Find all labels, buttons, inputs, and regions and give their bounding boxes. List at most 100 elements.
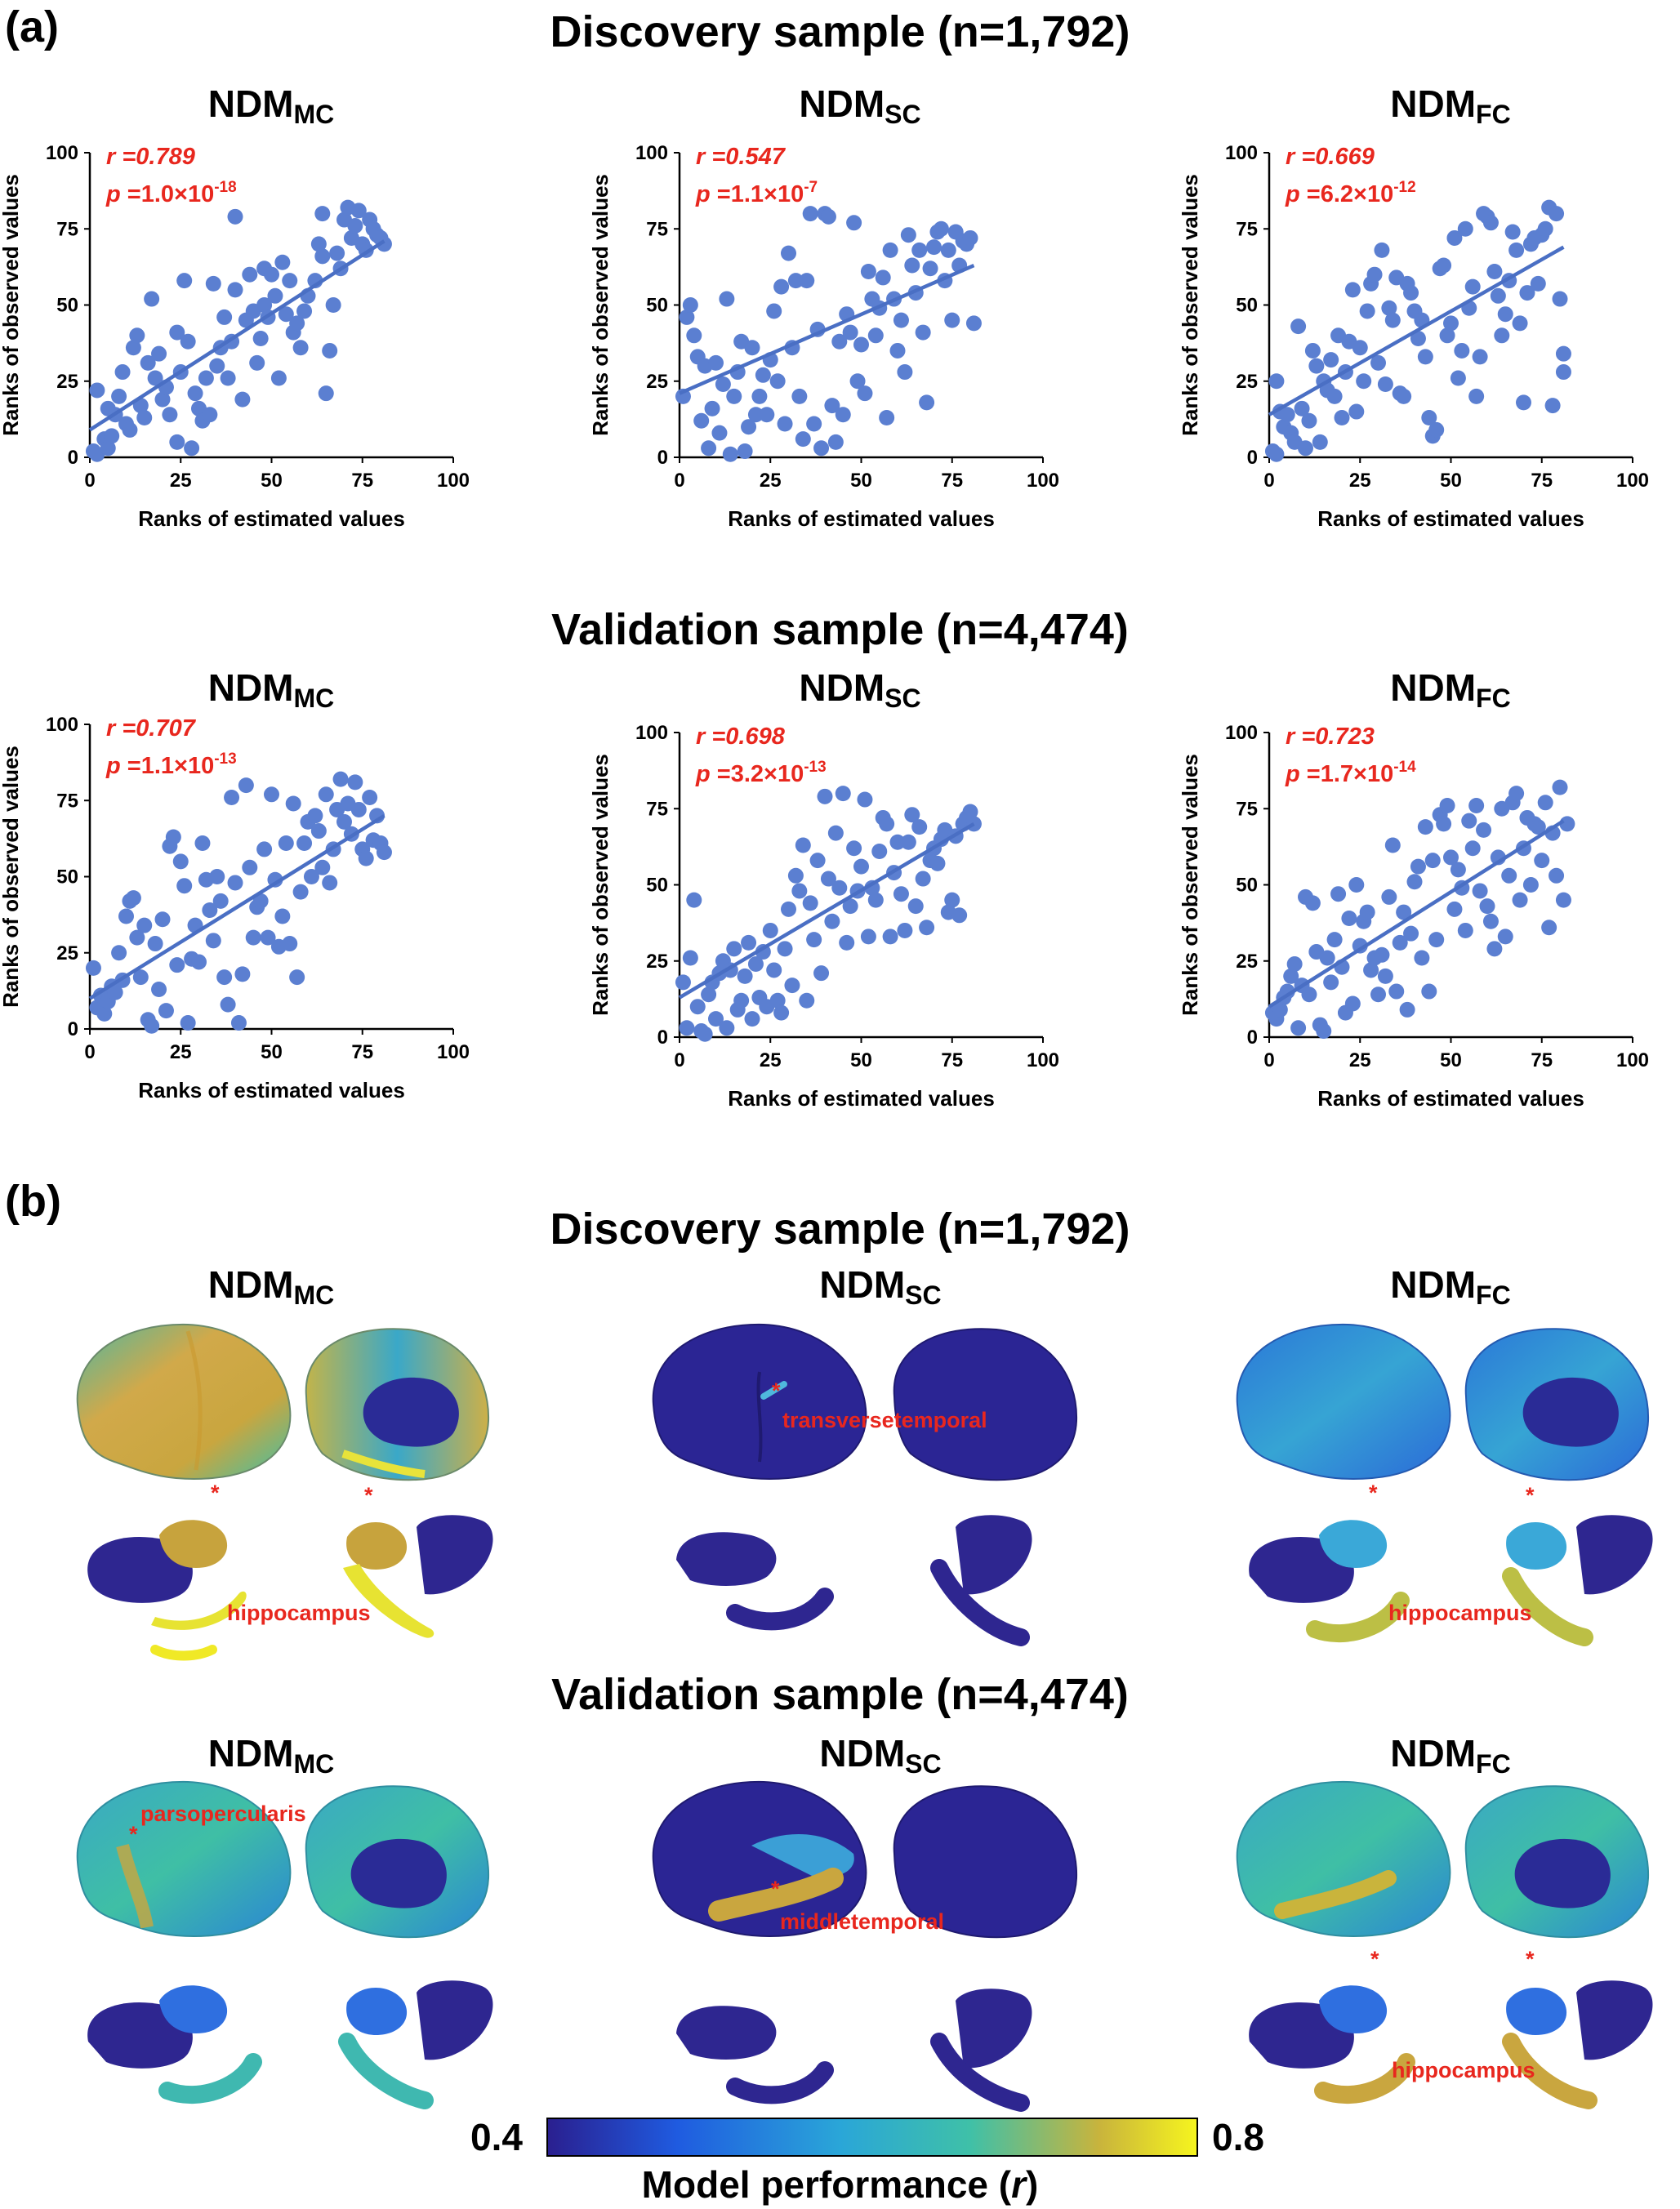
annotation-discovery-fc: hippocampus bbox=[1388, 1601, 1532, 1625]
y-axis-label: Ranks of observed values bbox=[1179, 174, 1202, 436]
r-value-label: r =0.669 bbox=[1286, 144, 1375, 170]
scatter-point bbox=[715, 376, 731, 392]
scatter-point bbox=[172, 853, 189, 870]
scatter-point bbox=[1457, 922, 1473, 938]
scatter-point bbox=[701, 986, 717, 1003]
scatter-point bbox=[180, 1015, 196, 1031]
scatter-point bbox=[234, 966, 251, 982]
p-value-label: p =6.2×10-12 bbox=[1285, 179, 1416, 207]
scatter-point bbox=[846, 215, 862, 231]
scatter-point bbox=[719, 291, 735, 307]
scatter-point bbox=[755, 367, 771, 383]
scatter-point bbox=[136, 410, 153, 426]
scatter-point bbox=[1464, 278, 1481, 295]
brain-title-discovery-mc: NDMMC bbox=[207, 1263, 335, 1310]
scatter-point bbox=[806, 416, 822, 432]
scatter-point bbox=[1501, 867, 1517, 884]
y-axis-label: Ranks of observed values bbox=[590, 754, 613, 1016]
brain-validation-mc bbox=[76, 1780, 493, 2109]
scatter-point bbox=[802, 206, 818, 222]
brain-discovery-mc bbox=[76, 1323, 493, 1661]
scatter-point bbox=[1461, 813, 1477, 829]
scatter-point bbox=[1530, 819, 1546, 835]
scatter-point bbox=[1377, 376, 1393, 392]
marker-validation-sc: * bbox=[771, 1877, 780, 1901]
y-tick-label: 0 bbox=[657, 447, 668, 469]
scatter-point bbox=[289, 969, 305, 986]
marker-validation-fc-left: * bbox=[1370, 1947, 1379, 1971]
scatter-point bbox=[820, 208, 836, 225]
scatter-point bbox=[1490, 287, 1506, 304]
y-axis-label: Ranks of observed values bbox=[590, 174, 613, 436]
scatter-point bbox=[1377, 968, 1393, 984]
scatter-point bbox=[1298, 440, 1313, 456]
scatter-point bbox=[682, 950, 698, 966]
colorbar-title: Model performance (r) bbox=[641, 2163, 1039, 2206]
y-tick-label: 100 bbox=[46, 714, 78, 736]
scatter-point bbox=[799, 273, 815, 289]
scatter-point bbox=[1512, 315, 1528, 332]
scatter-point bbox=[1516, 394, 1531, 411]
scatter-point bbox=[791, 388, 808, 404]
scatter-point bbox=[1559, 816, 1575, 832]
scatter-point bbox=[314, 859, 331, 875]
marker-validation-fc-right: * bbox=[1526, 1947, 1535, 1971]
scatter-point bbox=[1508, 242, 1525, 258]
scatter-point bbox=[1286, 955, 1303, 972]
scatter-point bbox=[1421, 410, 1437, 426]
scatter-point bbox=[1388, 983, 1405, 1000]
scatter-point bbox=[209, 869, 225, 884]
scatter-point bbox=[285, 795, 301, 812]
scatter-point bbox=[853, 336, 869, 353]
scatter-point bbox=[154, 391, 171, 408]
scatter-point bbox=[799, 992, 815, 1009]
scatter-point bbox=[1497, 306, 1513, 323]
scatter-point bbox=[1497, 929, 1513, 945]
scatter-point bbox=[842, 898, 858, 915]
scatter-point bbox=[704, 400, 720, 416]
scatter-point bbox=[234, 391, 251, 408]
scatter-point bbox=[191, 954, 207, 970]
scatter-point bbox=[1363, 962, 1379, 978]
fit-line bbox=[1268, 819, 1565, 1009]
scatter-point bbox=[882, 242, 898, 258]
x-axis-label: Ranks of estimated values bbox=[138, 506, 405, 531]
x-tick-label: 100 bbox=[437, 1041, 470, 1063]
y-axis-label: Ranks of observed values bbox=[1179, 754, 1202, 1016]
scatter-point bbox=[122, 421, 138, 438]
scatter-point bbox=[897, 922, 913, 938]
scatter-point bbox=[1268, 373, 1285, 390]
x-tick-label: 75 bbox=[1531, 1049, 1553, 1071]
scatter-point bbox=[1464, 840, 1481, 857]
scatter-point bbox=[1370, 354, 1386, 371]
scatter-point bbox=[933, 220, 949, 237]
scatter-point bbox=[1439, 798, 1455, 814]
scatter-point bbox=[220, 370, 236, 386]
scatter-point bbox=[1428, 932, 1445, 948]
x-tick-label: 100 bbox=[1027, 1049, 1059, 1071]
scatter-point bbox=[1454, 342, 1470, 359]
section-title-b-discovery: Discovery sample (n=1,792) bbox=[550, 1205, 1130, 1254]
r-value-label: r =0.707 bbox=[106, 715, 197, 742]
scatter-point bbox=[835, 786, 851, 802]
x-tick-label: 25 bbox=[1349, 1049, 1371, 1071]
scatter-point bbox=[795, 431, 811, 448]
scatter-point bbox=[889, 834, 906, 850]
scatter-point bbox=[784, 978, 800, 994]
scatter-point bbox=[787, 867, 804, 884]
marker-discovery-mc-left: * bbox=[211, 1481, 220, 1505]
scatter-point bbox=[1410, 858, 1426, 875]
scatter-point bbox=[806, 932, 822, 948]
scatter-point bbox=[817, 788, 833, 804]
scatter-point bbox=[867, 327, 884, 344]
scatter-point bbox=[1508, 786, 1525, 802]
chart-title-discovery-mc: NDMMC bbox=[207, 82, 335, 129]
scatter-point bbox=[242, 266, 258, 283]
scatter-point bbox=[1381, 300, 1397, 316]
y-tick-label: 100 bbox=[1225, 142, 1258, 164]
scatter-point bbox=[1534, 853, 1550, 869]
scatter-point bbox=[777, 941, 793, 957]
scatter-point bbox=[267, 871, 283, 888]
scatter-point bbox=[733, 992, 750, 1009]
scatter-point bbox=[329, 245, 345, 261]
